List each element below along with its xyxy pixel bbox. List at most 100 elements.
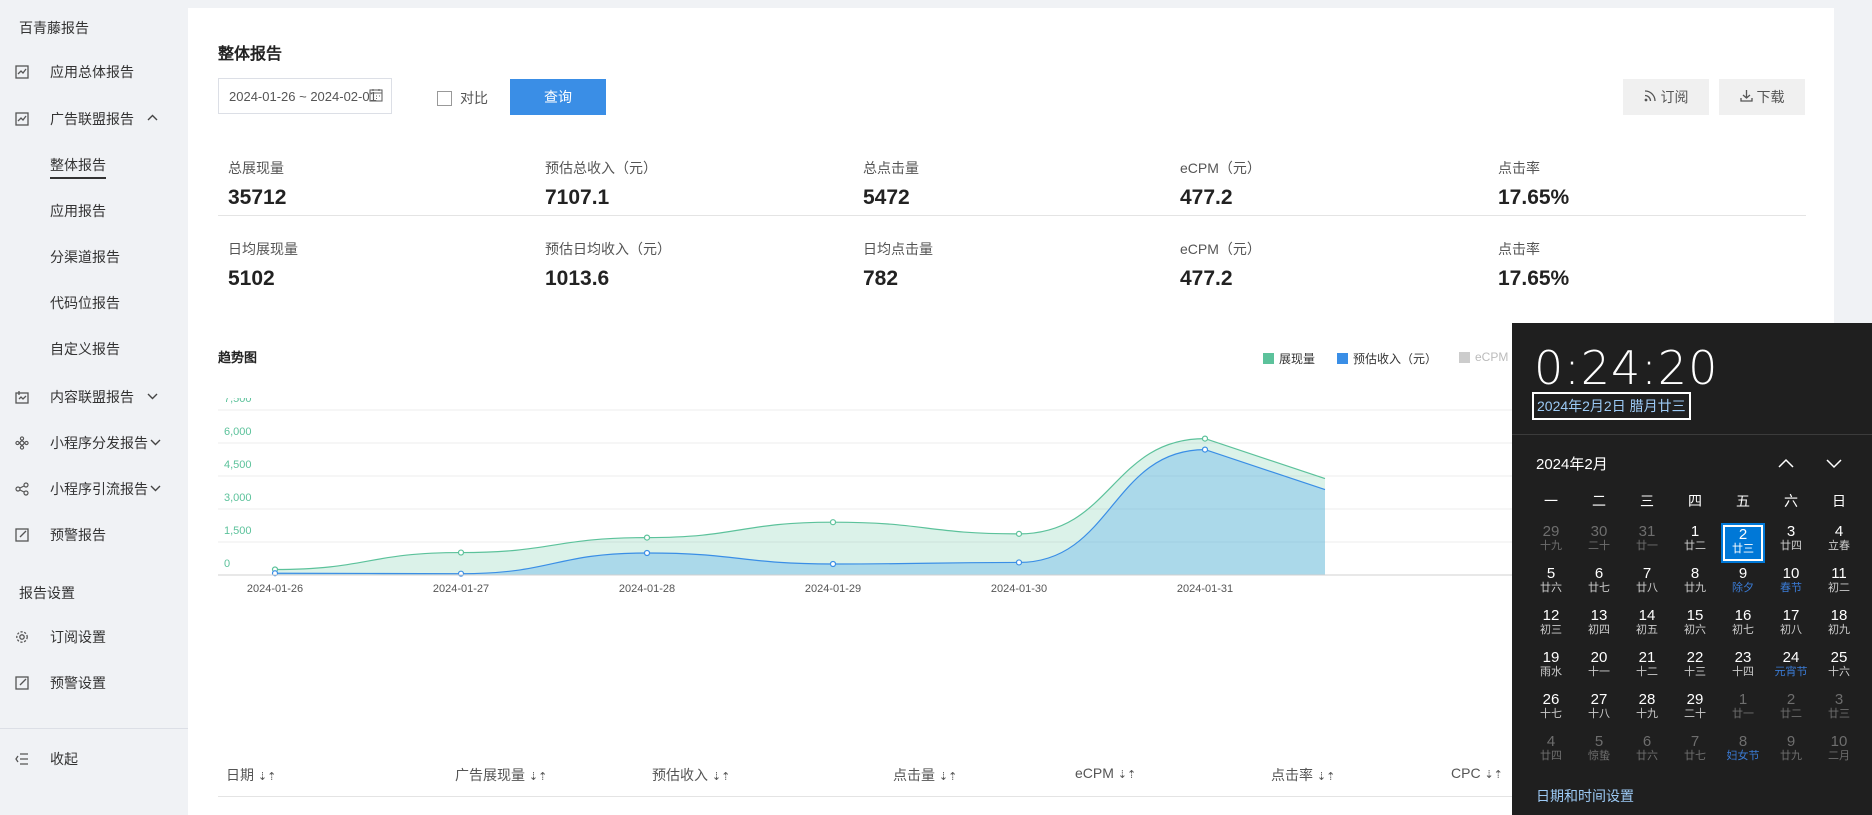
calendar-day[interactable]: 25 十六	[1817, 649, 1861, 689]
day-number: 9	[1738, 565, 1748, 582]
calendar-day[interactable]: 23 十四	[1721, 649, 1765, 689]
calendar-day[interactable]: 7 廿七	[1673, 733, 1717, 773]
calendar-day-today[interactable]: 2 廿三	[1721, 523, 1765, 563]
legend-label: 展现量	[1279, 352, 1316, 366]
rss-icon	[1644, 89, 1657, 105]
sidebar-item-mini-program-traffic-report[interactable]: 小程序引流报告	[0, 474, 188, 504]
calendar-day[interactable]: 9 廿九	[1769, 733, 1813, 773]
calendar-day[interactable]: 5 廿六	[1529, 565, 1573, 605]
checkbox-box[interactable]	[437, 90, 452, 106]
calendar-day[interactable]: 13 初四	[1577, 607, 1621, 647]
data-point[interactable]	[1201, 446, 1209, 453]
calendar-day[interactable]: 20 十一	[1577, 649, 1621, 689]
calendar-day[interactable]: 14 初五	[1625, 607, 1669, 647]
sidebar-item-app-overall-report[interactable]: 应用总体报告	[0, 57, 188, 87]
content-report-icon	[14, 389, 30, 405]
calendar-day[interactable]: 12 初三	[1529, 607, 1573, 647]
calendar-day[interactable]: 27 十八	[1577, 691, 1621, 731]
lunar-date: 初七	[1732, 624, 1754, 636]
calendar-day[interactable]: 28 十九	[1625, 691, 1669, 731]
flower-icon	[14, 435, 30, 451]
data-point[interactable]	[1015, 559, 1023, 566]
data-point[interactable]	[1015, 530, 1023, 537]
query-button[interactable]: 查询	[510, 79, 606, 115]
gear-icon	[14, 629, 30, 645]
calendar-day[interactable]: 4 廿四	[1529, 733, 1573, 773]
day-number: 16	[1734, 607, 1752, 624]
sidebar-item-content-union-report[interactable]: 内容联盟报告	[0, 382, 188, 412]
data-point[interactable]	[829, 519, 837, 526]
table-header-ctr[interactable]: 点击率 ⇣⇡	[1271, 767, 1336, 783]
sidebar-item-mini-program-distribution-report[interactable]: 小程序分发报告	[0, 428, 188, 458]
calendar-day[interactable]: 3 廿四	[1769, 523, 1813, 563]
table-header-cpc[interactable]: CPC ⇣⇡	[1451, 765, 1503, 781]
calendar-day[interactable]: 8 妇女节	[1721, 733, 1765, 773]
sidebar-collapse-button[interactable]: 收起	[0, 744, 188, 774]
calendar-day[interactable]: 22 十三	[1673, 649, 1717, 689]
previous-month-button[interactable]	[1774, 451, 1798, 475]
data-point[interactable]	[271, 570, 279, 577]
sub-item-custom-report[interactable]: 自定义报告	[50, 341, 120, 357]
sidebar-item-subscription-settings[interactable]: 订阅设置	[0, 622, 188, 652]
calendar-day[interactable]: 6 廿七	[1577, 565, 1621, 605]
data-point[interactable]	[643, 534, 651, 541]
sub-item-channel-report[interactable]: 分渠道报告	[50, 249, 120, 265]
data-point[interactable]	[457, 549, 465, 556]
calendar-day[interactable]: 26 十七	[1529, 691, 1573, 731]
clock-full-date[interactable]: 2024年2月2日 腊月廿三	[1532, 392, 1691, 420]
day-number: 4	[1546, 733, 1556, 750]
sub-item-ad-slot-report[interactable]: 代码位报告	[50, 295, 120, 311]
date-time-settings-link[interactable]: 日期和时间设置	[1536, 788, 1634, 804]
calendar-day[interactable]: 8 廿九	[1673, 565, 1717, 605]
sort-icon: ⇣⇡	[1117, 769, 1137, 781]
legend-item-revenue[interactable]: 预估收入（元）	[1337, 350, 1437, 367]
legend-item-ecpm[interactable]: eCPM	[1459, 350, 1508, 364]
compare-checkbox[interactable]: 对比	[437, 88, 488, 108]
calendar-day[interactable]: 6 廿六	[1625, 733, 1669, 773]
calendar-month-label[interactable]: 2024年2月	[1536, 456, 1608, 473]
calendar-day[interactable]: 1 廿一	[1721, 691, 1765, 731]
date-range-picker[interactable]: 2024-01-26 ~ 2024-02-01	[218, 78, 392, 114]
calendar-day[interactable]: 1 廿二	[1673, 523, 1717, 563]
calendar-day[interactable]: 30 二十	[1577, 523, 1621, 563]
calendar-day[interactable]: 29 十九	[1529, 523, 1573, 563]
calendar-day[interactable]: 9 除夕	[1721, 565, 1765, 605]
lunar-date: 廿一	[1732, 708, 1754, 720]
table-header-clicks[interactable]: 点击量 ⇣⇡	[893, 767, 958, 783]
calendar-day[interactable]: 29 二十	[1673, 691, 1717, 731]
table-header-date[interactable]: 日期 ⇣⇡	[226, 767, 277, 783]
table-header-ad-impressions[interactable]: 广告展现量 ⇣⇡	[455, 767, 548, 783]
collapse-label: 收起	[50, 751, 78, 767]
calendar-day[interactable]: 11 初二	[1817, 565, 1861, 605]
table-header-estimated-revenue[interactable]: 预估收入 ⇣⇡	[652, 767, 731, 783]
calendar-day[interactable]: 10 春节	[1769, 565, 1813, 605]
data-point[interactable]	[829, 560, 837, 568]
data-point[interactable]	[643, 549, 651, 557]
calendar-day[interactable]: 15 初六	[1673, 607, 1717, 647]
next-month-button[interactable]	[1822, 451, 1846, 475]
legend-item-impressions[interactable]: 展现量	[1263, 350, 1315, 367]
calendar-day[interactable]: 24 元宵节	[1769, 649, 1813, 689]
calendar-day[interactable]: 19 雨水	[1529, 649, 1573, 689]
sub-item-app-report[interactable]: 应用报告	[50, 203, 106, 219]
calendar-day[interactable]: 7 廿八	[1625, 565, 1669, 605]
calendar-day[interactable]: 16 初七	[1721, 607, 1765, 647]
sidebar-item-alert-settings[interactable]: 预警设置	[0, 668, 188, 698]
calendar-day[interactable]: 18 初九	[1817, 607, 1861, 647]
download-button[interactable]: 下载	[1719, 79, 1805, 115]
calendar-day[interactable]: 4 立春	[1817, 523, 1861, 563]
calendar-day[interactable]: 10 二月	[1817, 733, 1861, 773]
sidebar-item-ad-union-report[interactable]: 广告联盟报告	[0, 104, 188, 134]
subscribe-button[interactable]: 订阅	[1623, 79, 1709, 115]
calendar-day[interactable]: 17 初八	[1769, 607, 1813, 647]
calendar-day[interactable]: 3 廿三	[1817, 691, 1861, 731]
calendar-day[interactable]: 2 廿二	[1769, 691, 1813, 731]
calendar-day[interactable]: 21 十二	[1625, 649, 1669, 689]
table-header-ecpm[interactable]: eCPM ⇣⇡	[1075, 765, 1137, 781]
calendar-day[interactable]: 31 廿一	[1625, 523, 1669, 563]
sub-item-overall-report[interactable]: 整体报告	[50, 155, 106, 179]
sidebar-item-alert-report[interactable]: 预警报告	[0, 520, 188, 550]
lunar-date: 十九	[1540, 540, 1562, 552]
data-point[interactable]	[1201, 435, 1209, 442]
calendar-day[interactable]: 5 惊蛰	[1577, 733, 1621, 773]
